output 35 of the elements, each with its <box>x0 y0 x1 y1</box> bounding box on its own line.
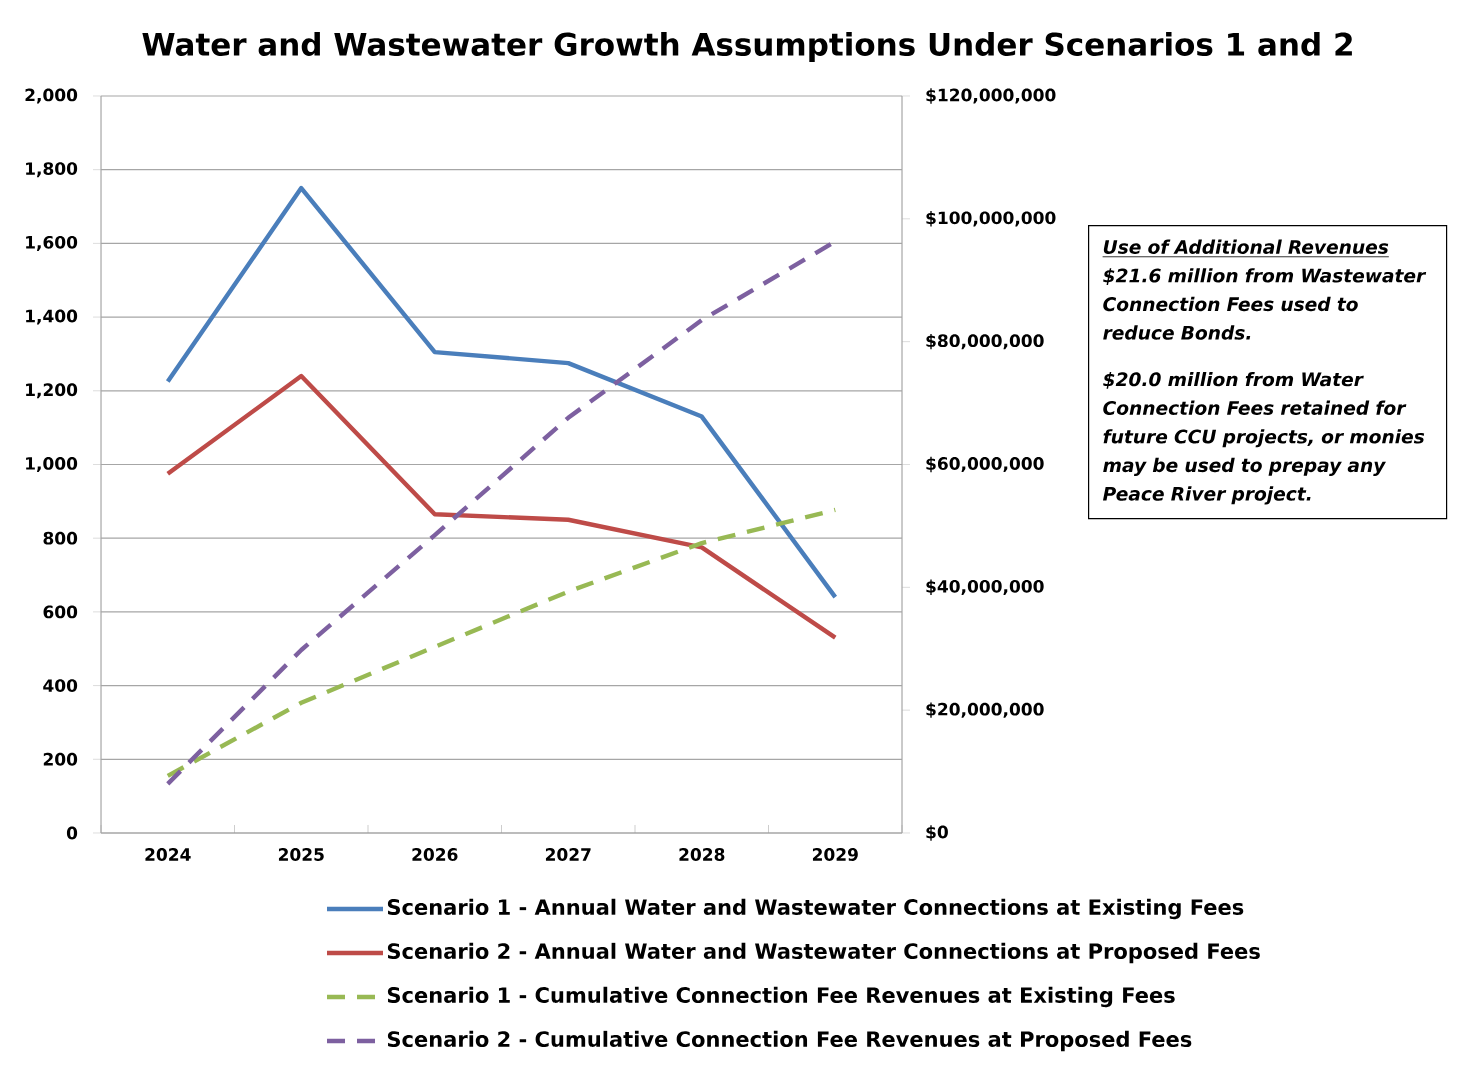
x-tick-label: 2025 <box>278 848 324 861</box>
line-series <box>165 373 838 640</box>
y-tick-label: 200 <box>43 752 78 766</box>
y-tick-label: 800 <box>43 531 78 545</box>
y2-tick-label: $120,000,000 <box>926 88 1056 104</box>
y-tick-label: 0 <box>66 826 78 840</box>
y2-tick-label: $40,000,000 <box>926 579 1044 596</box>
legend-label: Scenario 2 - Annual Water and Wastewater Connections at Proposed Fees <box>387 942 1260 964</box>
x-tick-label: 2027 <box>545 848 591 861</box>
legend-label: Scenario 1 - Annual Water and Wastewater Connections at Existing Fees <box>387 898 1244 920</box>
y-tick-label: 1,800 <box>26 162 78 178</box>
y2-tick-label: $100,000,000 <box>926 211 1056 227</box>
chart-title: Water and Wastewater Growth Assumptions Under Scenarios 1 and 2 <box>142 31 1352 62</box>
y2-tick-label: $60,000,000 <box>926 456 1044 473</box>
line-series <box>165 185 838 600</box>
y-tick-label: 1,000 <box>26 456 78 472</box>
text: $20.0 million from Water Connection Fees retained for future CCU projects, or monies may be used to prepay any Peace River project. <box>1102 371 1425 505</box>
y2-tick-label: $0 <box>926 825 948 841</box>
legend-label: Scenario 1 - Cumulative Connection Fee Revenues at Existing Fees <box>387 986 1175 1008</box>
legend-label: Scenario 2 - Cumulative Connection Fee Revenues at Proposed Fees <box>387 1030 1192 1052</box>
text: $21.6 million from Wastewater Connection Fees used to reduce Bonds. <box>1103 268 1427 340</box>
y-tick-label: 1,400 <box>26 309 78 325</box>
x-tick-label: 2029 <box>812 848 858 861</box>
y-tick-label: 1,600 <box>26 235 78 251</box>
x-tick-label: 2026 <box>412 848 458 861</box>
text: Use of Additional Revenues <box>1103 239 1389 254</box>
y2-tick-label: $20,000,000 <box>926 702 1044 718</box>
y-tick-label: 600 <box>43 605 78 619</box>
y-tick-label: 400 <box>43 679 78 693</box>
y-tick-label: 1,200 <box>26 383 78 399</box>
y2-tick-label: $80,000,000 <box>926 333 1044 350</box>
x-tick-label: 2024 <box>145 848 191 861</box>
line-series <box>165 507 838 779</box>
y-tick-label: 2,000 <box>25 88 78 104</box>
x-tick-label: 2028 <box>679 848 725 861</box>
